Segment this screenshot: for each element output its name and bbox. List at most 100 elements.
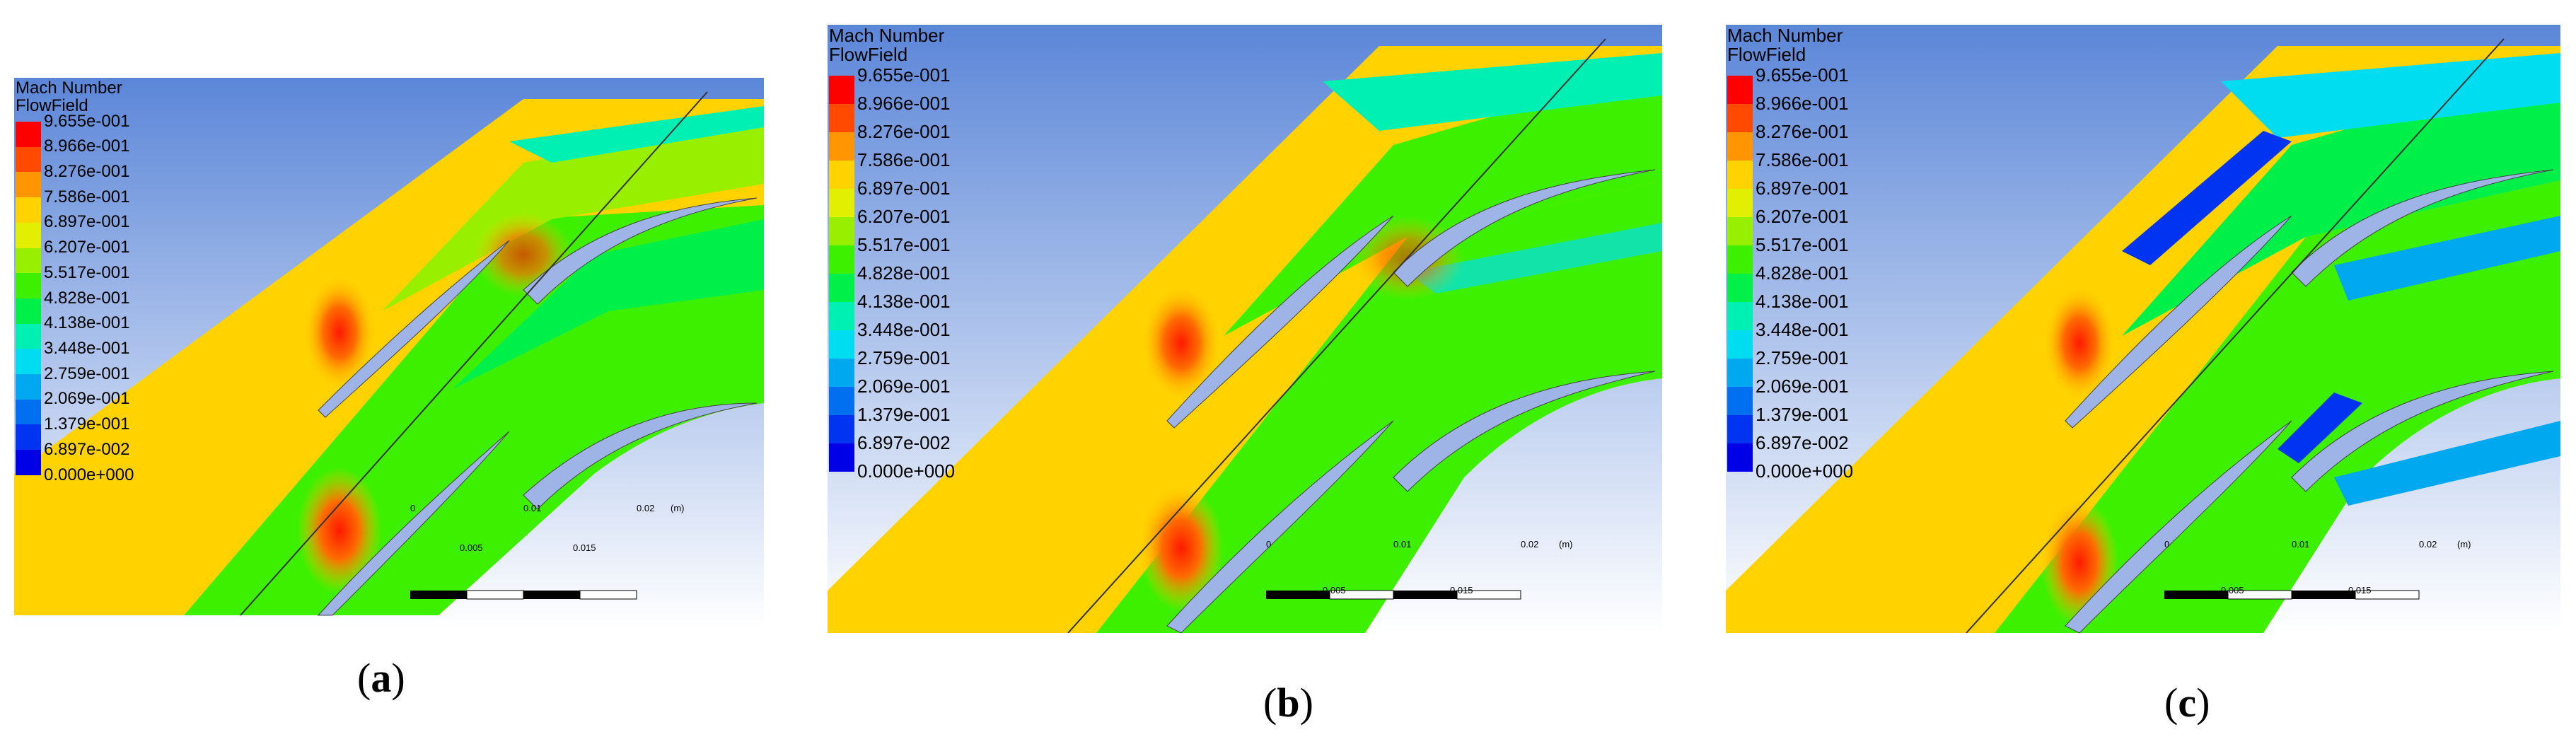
legend-title-line1: Mach Number xyxy=(829,25,945,46)
legend-color-swatch xyxy=(829,161,854,189)
legend-title-b: Mach Number FlowField xyxy=(829,25,945,65)
scale-bar-a xyxy=(410,590,637,600)
contour-plot-a xyxy=(14,78,764,629)
legend-color-swatch xyxy=(16,172,41,198)
legend-tick-label: 9.655e-001 xyxy=(857,64,951,86)
scale-label-bottom: 0.005 xyxy=(1323,585,1346,595)
legend-tick-label: 8.966e-001 xyxy=(44,136,130,156)
caption-c: (c) xyxy=(2164,680,2210,726)
legend-color-swatch xyxy=(16,248,41,274)
legend-color-swatch xyxy=(829,274,854,302)
legend-color-swatch xyxy=(1727,217,1753,245)
scale-bar-c xyxy=(2164,590,2420,600)
scale-label-top: (m) xyxy=(2457,539,2471,550)
legend-colorbar-b xyxy=(829,76,854,472)
legend-tick-label: 6.207e-001 xyxy=(44,238,130,257)
legend-tick-label: 8.276e-001 xyxy=(1756,121,1849,143)
legend-tick-label: 7.586e-001 xyxy=(1756,149,1849,171)
legend-tick-label: 8.966e-001 xyxy=(857,93,951,115)
panel-c xyxy=(1726,25,2560,633)
legend-color-swatch xyxy=(829,359,854,387)
legend-tick-label: 6.897e-001 xyxy=(44,212,130,232)
scale-label-top: 0.01 xyxy=(2292,539,2310,550)
legend-color-swatch xyxy=(1727,443,1753,472)
panel-a xyxy=(14,78,764,629)
scale-bar-b xyxy=(1266,590,1521,600)
legend-tick-label: 9.655e-001 xyxy=(1756,64,1849,86)
legend-color-swatch xyxy=(829,189,854,217)
legend-tick-label: 6.897e-001 xyxy=(857,178,951,199)
legend-tick-label: 2.759e-001 xyxy=(44,364,130,383)
legend-tick-label: 6.207e-001 xyxy=(1756,206,1849,228)
legend-tick-label: 8.966e-001 xyxy=(1756,93,1849,115)
scale-label-top: 0.02 xyxy=(1521,539,1539,550)
scale-label-top: (m) xyxy=(671,503,685,513)
legend-tick-label: 6.897e-002 xyxy=(44,439,130,459)
legend-color-swatch xyxy=(16,450,41,475)
legend-color-swatch xyxy=(1727,245,1753,274)
legend-tick-label: 4.138e-001 xyxy=(1756,291,1849,313)
legend-tick-label: 0.000e+000 xyxy=(1756,460,1854,482)
scale-label-bottom: 0.005 xyxy=(460,542,483,553)
legend-color-swatch xyxy=(1727,415,1753,443)
legend-color-swatch xyxy=(829,302,854,330)
scale-label-bottom: 0.015 xyxy=(1450,585,1473,595)
legend-tick-label: 7.586e-001 xyxy=(44,187,130,207)
legend-colorbar-a xyxy=(16,122,41,475)
legend-color-swatch xyxy=(1727,274,1753,302)
legend-color-swatch xyxy=(16,349,41,375)
legend-tick-label: 8.276e-001 xyxy=(857,121,951,143)
contour-plot-b xyxy=(828,25,1662,633)
legend-tick-label: 3.448e-001 xyxy=(44,339,130,359)
legend-color-swatch xyxy=(1727,387,1753,415)
legend-tick-label: 1.379e-001 xyxy=(857,404,951,426)
legend-tick-label: 2.069e-001 xyxy=(857,376,951,397)
legend-color-swatch xyxy=(1727,302,1753,330)
legend-tick-label: 6.897e-002 xyxy=(857,432,951,454)
legend-color-swatch xyxy=(16,122,41,147)
legend-colorbar-c xyxy=(1727,76,1753,472)
legend-color-swatch xyxy=(829,245,854,274)
legend-color-swatch xyxy=(829,330,854,359)
legend-title-line2: FlowField xyxy=(1727,44,1806,66)
legend-color-swatch xyxy=(16,298,41,324)
legend-tick-label: 9.655e-001 xyxy=(44,111,130,131)
scale-label-bottom: 0.005 xyxy=(2221,585,2244,595)
legend-title-a: Mach Number FlowField xyxy=(16,79,122,115)
legend-color-swatch xyxy=(16,146,41,173)
legend-tick-label: 5.517e-001 xyxy=(857,234,951,256)
legend-color-swatch xyxy=(829,217,854,245)
legend-color-swatch xyxy=(1727,189,1753,217)
legend-color-swatch xyxy=(1727,104,1753,132)
legend-tick-label: 0.000e+000 xyxy=(44,465,134,484)
legend-tick-label: 4.138e-001 xyxy=(44,313,130,333)
legend-color-swatch xyxy=(829,443,854,472)
legend-tick-label: 3.448e-001 xyxy=(1756,319,1849,341)
legend-tick-label: 6.897e-001 xyxy=(1756,178,1849,199)
legend-title-line1: Mach Number xyxy=(1727,25,1843,46)
legend-color-swatch xyxy=(829,132,854,161)
caption-b: (b) xyxy=(1263,680,1313,726)
legend-tick-label: 4.828e-001 xyxy=(44,288,130,308)
legend-tick-label: 3.448e-001 xyxy=(857,319,951,341)
scale-label-top: 0 xyxy=(2164,539,2170,550)
contour-plot-c xyxy=(1726,25,2560,633)
legend-color-swatch xyxy=(1727,359,1753,387)
caption-a: (a) xyxy=(357,655,405,701)
legend-tick-label: 4.138e-001 xyxy=(857,291,951,313)
legend-color-swatch xyxy=(1727,132,1753,161)
legend-color-swatch xyxy=(829,387,854,415)
legend-tick-label: 2.069e-001 xyxy=(44,389,130,409)
scale-label-bottom: 0.015 xyxy=(573,542,596,553)
legend-title-line1: Mach Number xyxy=(16,79,122,98)
legend-tick-label: 0.000e+000 xyxy=(857,460,956,482)
legend-color-swatch xyxy=(829,76,854,104)
legend-color-swatch xyxy=(829,415,854,443)
legend-tick-label: 8.276e-001 xyxy=(44,162,130,182)
scale-label-top: 0.02 xyxy=(2419,539,2437,550)
scale-label-top: 0 xyxy=(1266,539,1272,550)
legend-tick-label: 7.586e-001 xyxy=(857,149,951,171)
legend-title-line2: FlowField xyxy=(16,96,88,116)
legend-color-swatch xyxy=(1727,76,1753,104)
legend-color-swatch xyxy=(16,273,41,298)
